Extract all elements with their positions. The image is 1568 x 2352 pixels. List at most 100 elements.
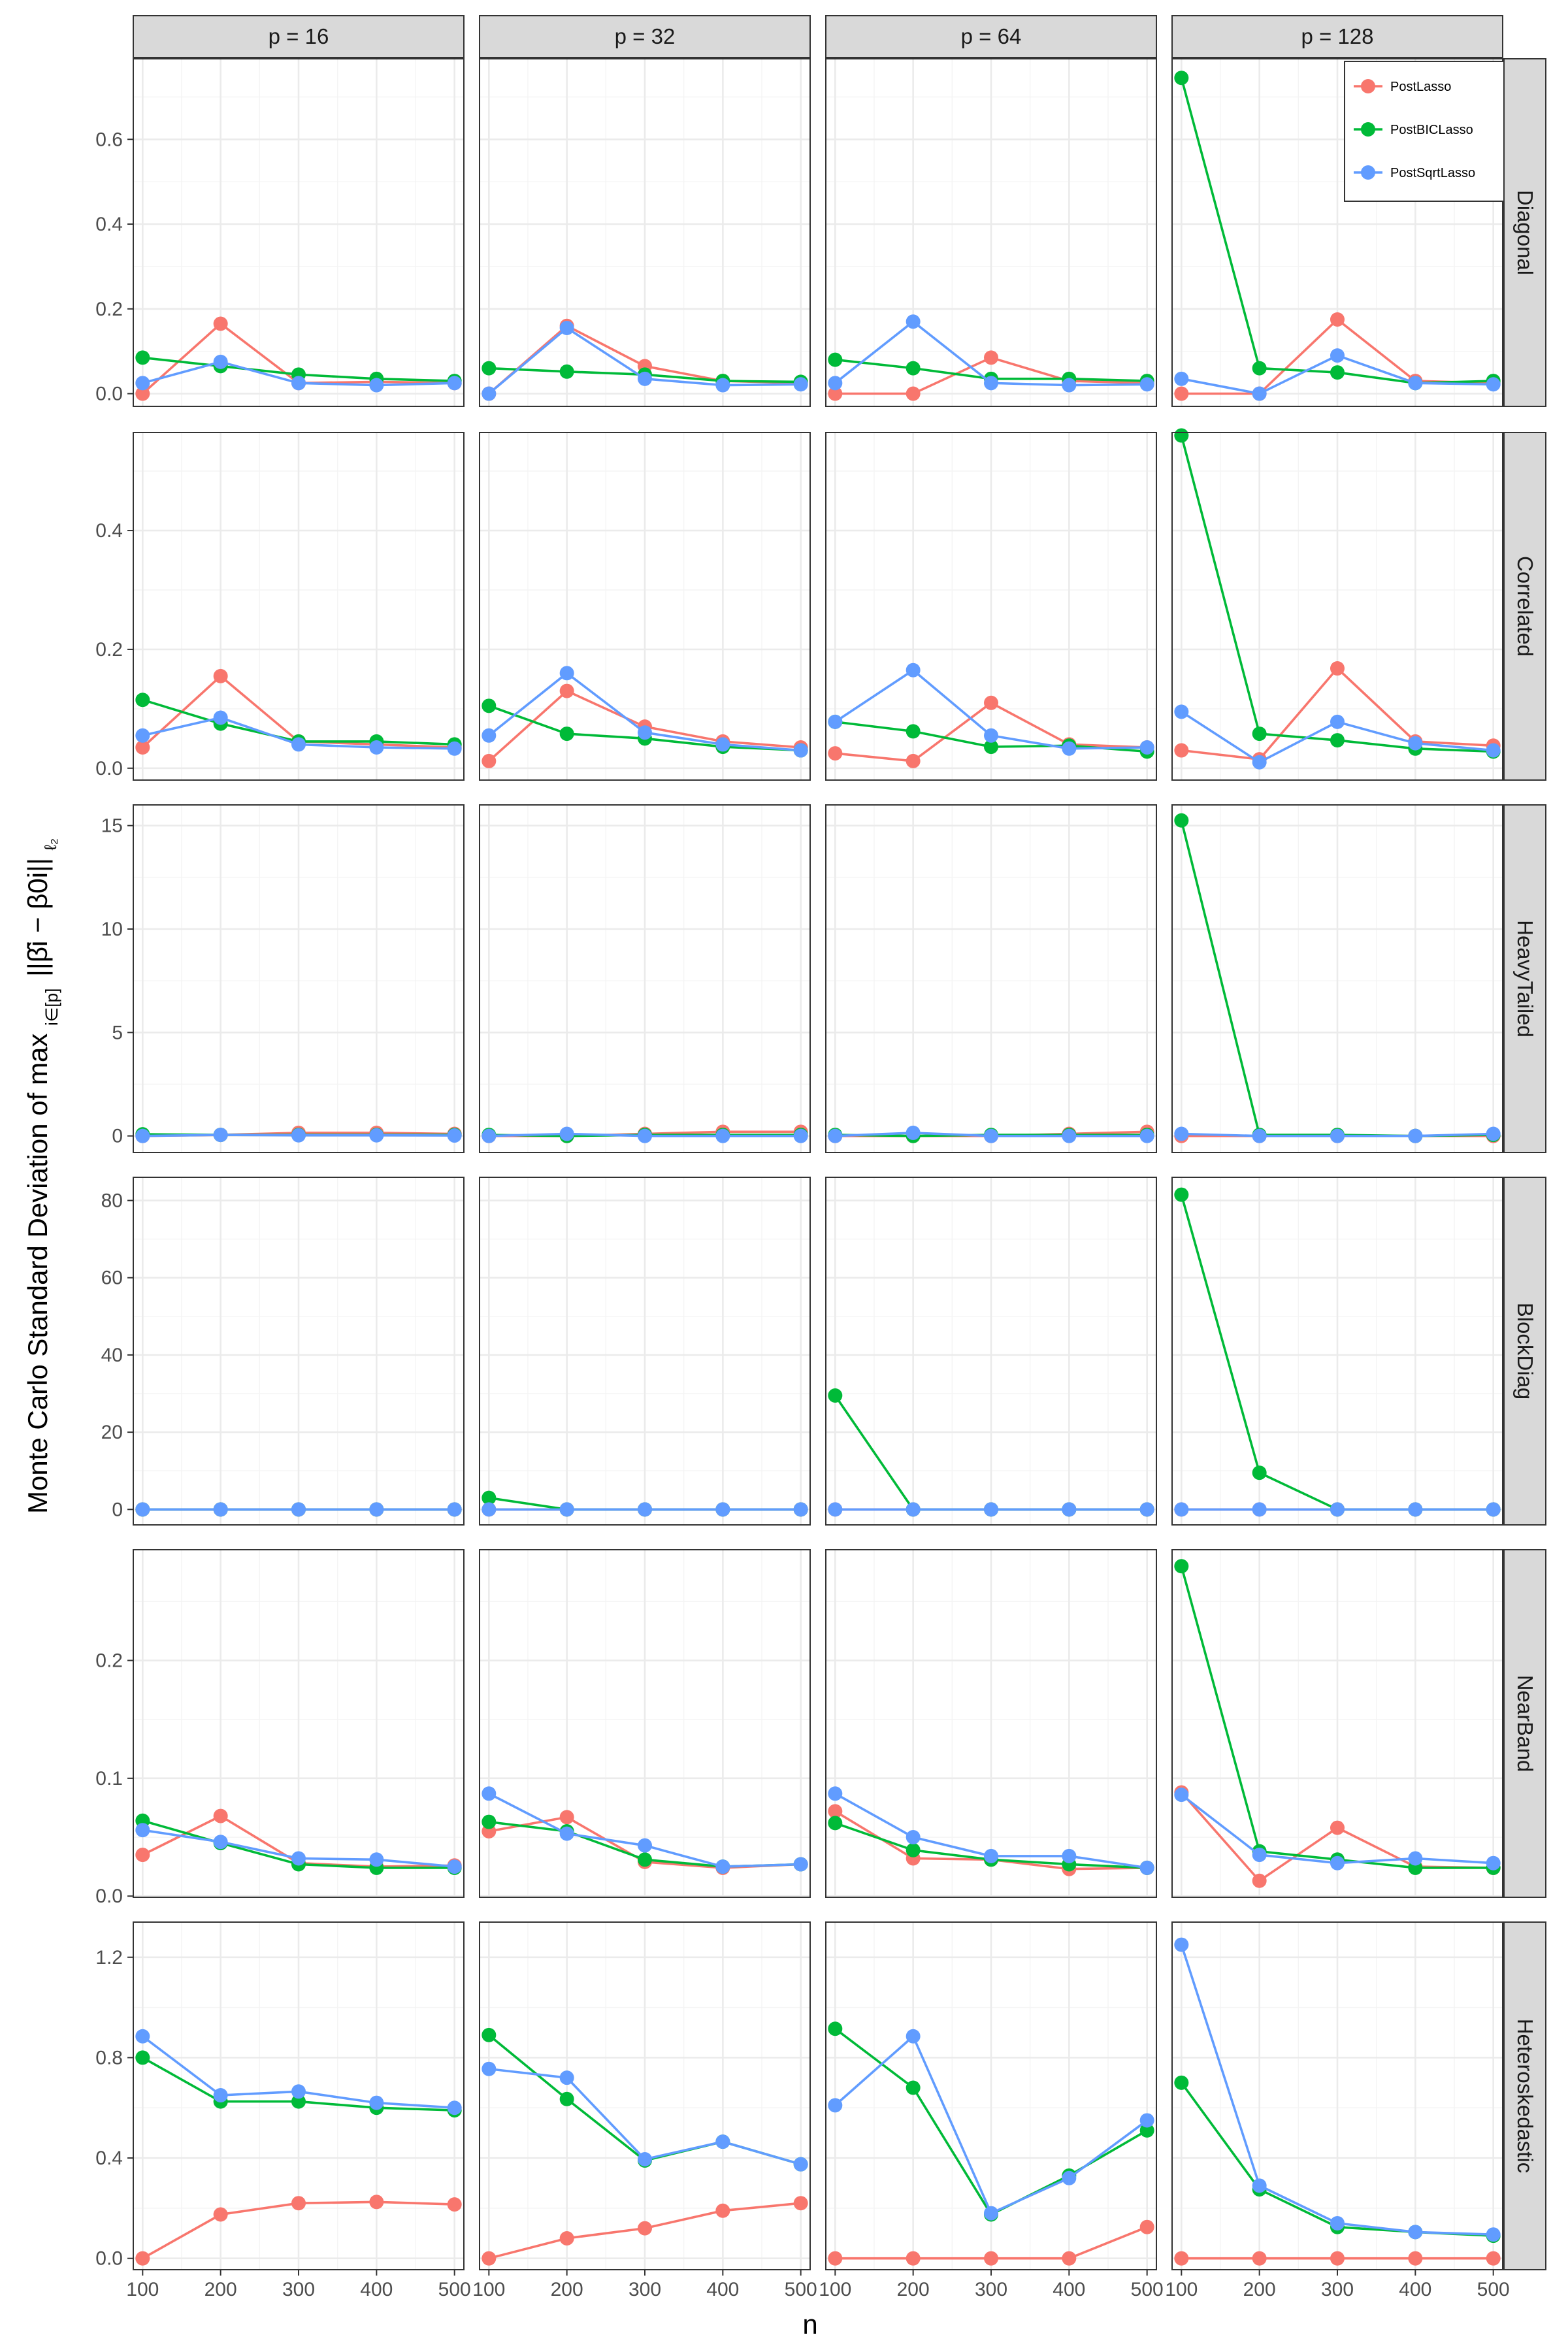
data-point-postsqrtlasso — [482, 1128, 497, 1143]
data-point-postsqrtlasso — [1408, 2225, 1423, 2240]
data-point-postlasso — [1330, 1820, 1345, 1835]
data-point-postsqrtlasso — [369, 1128, 384, 1143]
data-point-postsqrtlasso — [447, 1859, 462, 1874]
data-point-postsqrtlasso — [793, 743, 808, 758]
data-point-postsqrtlasso — [1139, 1502, 1154, 1517]
legend-key-point — [1361, 79, 1375, 93]
x-tick-label: 400 — [1053, 2279, 1085, 2300]
data-point-postsqrtlasso — [1486, 2227, 1501, 2242]
data-point-postsqrtlasso — [447, 1502, 462, 1517]
series-postsqrtlasso — [482, 666, 808, 758]
x-tick-label: 500 — [438, 2279, 471, 2300]
panel-heteroskedastic-p-64 — [825, 1921, 1157, 2270]
data-point-postsqrtlasso — [369, 740, 384, 755]
data-point-postsqrtlasso — [213, 1835, 228, 1850]
data-point-postsqrtlasso — [369, 378, 384, 393]
y-tick-label: 0.0 — [95, 1886, 123, 1907]
y-tick-label: 20 — [101, 1422, 123, 1443]
data-point-postsqrtlasso — [1408, 376, 1423, 391]
data-point-postsqrtlasso — [1252, 386, 1267, 401]
data-point-postsqrtlasso — [213, 1502, 228, 1517]
data-point-postsqrtlasso — [984, 1128, 998, 1143]
data-point-postbiclasso — [984, 740, 998, 755]
data-point-postsqrtlasso — [638, 725, 652, 740]
data-point-postlasso — [1252, 2251, 1267, 2266]
data-point-postlasso — [559, 2230, 574, 2246]
y-tick-label: 0 — [112, 1126, 123, 1147]
data-point-postsqrtlasso — [1139, 377, 1154, 392]
data-point-postsqrtlasso — [1139, 2113, 1154, 2128]
data-point-postbiclasso — [135, 2050, 150, 2065]
data-point-postbiclasso — [482, 698, 497, 713]
data-point-postbiclasso — [828, 2021, 843, 2036]
row-strip-label: Heteroskedastic — [1513, 2019, 1537, 2174]
data-point-postbiclasso — [906, 724, 921, 739]
panel-border — [479, 1177, 811, 1526]
data-point-postlasso — [135, 386, 150, 401]
panels: p = 16 p = 32 p = 64 p = 128 Diagonal 0.0 0.2 0… — [95, 15, 1546, 2300]
data-point-postlasso — [793, 2196, 808, 2211]
data-point-postlasso — [906, 2251, 921, 2266]
x-tick-label: 100 — [472, 2279, 505, 2300]
data-point-postsqrtlasso — [793, 1502, 808, 1517]
column-strip-label: p = 64 — [961, 24, 1022, 48]
legend: PostLasso PostBICLasso PostSqrtLasso — [1344, 61, 1505, 202]
data-point-postsqrtlasso — [1252, 1848, 1267, 1863]
column-strip-p-128: p = 128 — [1171, 15, 1503, 58]
data-point-postbiclasso — [559, 364, 574, 379]
data-point-postlasso — [1139, 2219, 1154, 2234]
data-point-postsqrtlasso — [715, 1502, 730, 1517]
data-point-postsqrtlasso — [1062, 378, 1077, 393]
row-strip-label: BlockDiag — [1513, 1303, 1537, 1400]
row-strip-label: HeavyTailed — [1513, 920, 1537, 1037]
data-point-postlasso — [213, 316, 228, 331]
data-point-postsqrtlasso — [793, 2157, 808, 2172]
data-point-postsqrtlasso — [638, 1838, 652, 1853]
data-point-postsqrtlasso — [559, 1502, 574, 1517]
y-tick-label: 0 — [112, 1499, 123, 1520]
panel-heavytailed-p-128 — [1171, 804, 1503, 1153]
data-point-postsqrtlasso — [638, 1128, 652, 1143]
data-point-postsqrtlasso — [638, 371, 652, 386]
data-point-postsqrtlasso — [793, 1857, 808, 1872]
y-tick-label: 60 — [101, 1267, 123, 1289]
data-point-postbiclasso — [906, 2080, 921, 2095]
y-tick-label: 0.4 — [95, 520, 123, 542]
y-tick-label: 1.2 — [95, 1947, 123, 1968]
series-postsqrtlasso — [482, 1786, 808, 1874]
data-point-postlasso — [1174, 386, 1189, 401]
panel-blockdiag-p-16 — [133, 1177, 465, 1526]
data-point-postlasso — [1330, 661, 1345, 676]
series-postsqrtlasso — [135, 710, 462, 756]
column-strip-background — [825, 15, 1157, 58]
panel-correlated-p-16 — [133, 432, 465, 781]
data-point-postbiclasso — [291, 2094, 306, 2109]
data-point-postlasso — [291, 2196, 306, 2211]
data-point-postbiclasso — [1174, 428, 1189, 443]
data-point-postbiclasso — [1174, 1187, 1189, 1202]
data-point-postlasso — [984, 350, 998, 365]
series-postsqrtlasso — [828, 662, 1154, 756]
y-tick-label: 80 — [101, 1190, 123, 1211]
data-point-postsqrtlasso — [369, 1852, 384, 1867]
legend-label: PostLasso — [1390, 80, 1451, 94]
panel-border — [1171, 804, 1503, 1153]
series-postsqrtlasso — [135, 2029, 462, 2115]
data-point-postbiclasso — [906, 361, 921, 376]
x-tick-label: 400 — [706, 2279, 739, 2300]
data-point-postlasso — [828, 1804, 843, 1819]
data-point-postsqrtlasso — [135, 1502, 150, 1517]
row-strip-background — [1503, 1177, 1546, 1526]
data-point-postsqrtlasso — [1408, 736, 1423, 751]
data-point-postsqrtlasso — [1062, 1128, 1077, 1143]
data-point-postsqrtlasso — [291, 1851, 306, 1866]
series-postsqrtlasso — [135, 1823, 462, 1874]
data-point-postsqrtlasso — [1174, 1788, 1189, 1803]
x-tick-label: 100 — [819, 2279, 851, 2300]
data-point-postsqrtlasso — [1174, 1126, 1189, 1141]
data-point-postsqrtlasso — [906, 314, 921, 329]
legend-key-point — [1361, 165, 1375, 180]
legend-entry-postbiclasso: PostBICLasso — [1354, 122, 1473, 137]
data-point-postsqrtlasso — [447, 376, 462, 391]
data-point-postsqrtlasso — [1330, 348, 1345, 363]
